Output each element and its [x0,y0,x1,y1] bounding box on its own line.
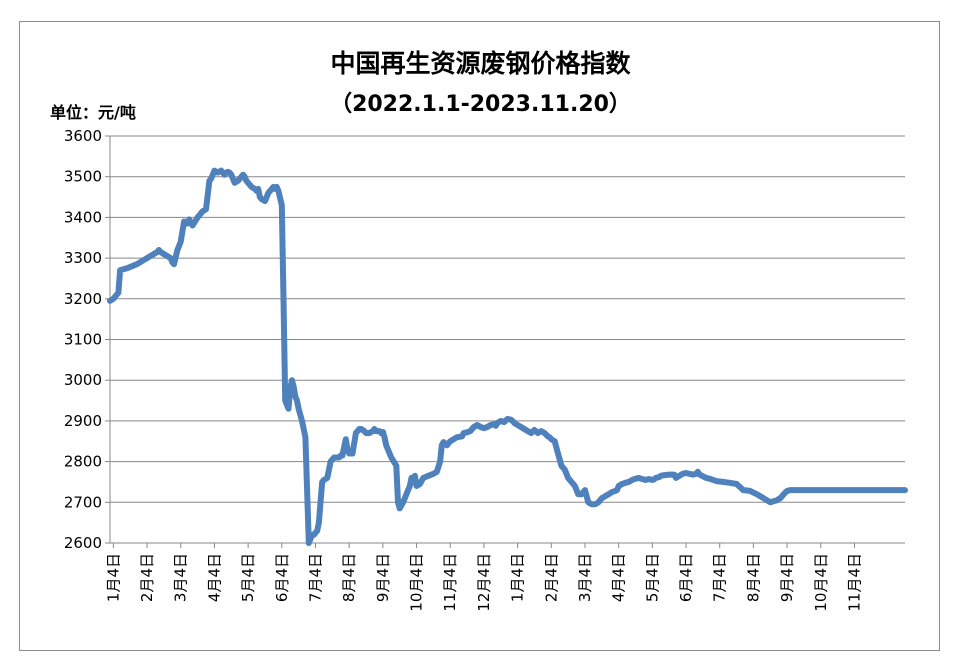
xtick-label: 1月4日 [509,553,527,602]
ytick-label: 3400 [64,208,102,226]
chart-title: 中国再生资源废钢价格指数 [330,49,631,78]
ytick-label: 3600 [64,127,102,145]
xtick-label: 6月4日 [273,553,291,602]
xtick-label: 9月4日 [374,553,392,602]
xtick-label: 3月4日 [576,553,594,602]
xtick-label: 8月4日 [340,553,358,602]
ytick-label: 2800 [64,453,102,471]
xtick-label: 2月4日 [138,553,156,602]
xtick-label: 1月4日 [104,553,122,602]
ytick-label: 3500 [64,168,102,186]
xtick-label: 12月4日 [475,553,493,612]
gridlines [110,135,905,544]
xtick-label: 4月4日 [205,553,223,602]
unit-label: 单位：元/吨 [50,103,136,122]
chart-subtitle: （2022.1.1-2023.11.20） [330,92,631,117]
y-axis: 2600 2700 2800 2900 3000 3100 3200 3300 3400 3500… [64,127,111,552]
xtick-label: 3月4日 [172,553,190,602]
xtick-label: 6月4日 [677,553,695,602]
xtick-label: 7月4日 [711,553,729,602]
ytick-label: 3300 [64,249,102,267]
ytick-label: 2700 [64,493,102,511]
xtick-label: 8月4日 [744,553,762,602]
xtick-label: 10月4日 [812,553,830,612]
ytick-label: 3200 [64,290,102,308]
series-line-0 [107,167,908,546]
xtick-label: 9月4日 [778,553,796,602]
ytick-label: 3000 [64,371,102,389]
xtick-label: 10月4日 [408,553,426,612]
ytick-label: 2600 [64,534,102,552]
x-axis: 1月4日 2月4日 3月4日 4月4日 5月4日 6月4日 7月4日 8月4日 9月4日 10月4… [104,542,905,612]
chart-frame [19,21,940,651]
xtick-label: 5月4日 [643,553,661,602]
xtick-label: 5月4日 [239,553,257,602]
ytick-label: 3100 [64,331,102,349]
ytick-label: 2900 [64,412,102,430]
xtick-label: 7月4日 [306,553,324,602]
xtick-label: 2月4日 [542,553,560,602]
xtick-label: 4月4日 [610,553,628,602]
xtick-label: 11月4日 [845,553,863,612]
xtick-label: 11月4日 [441,553,459,612]
plot-area [107,167,908,546]
